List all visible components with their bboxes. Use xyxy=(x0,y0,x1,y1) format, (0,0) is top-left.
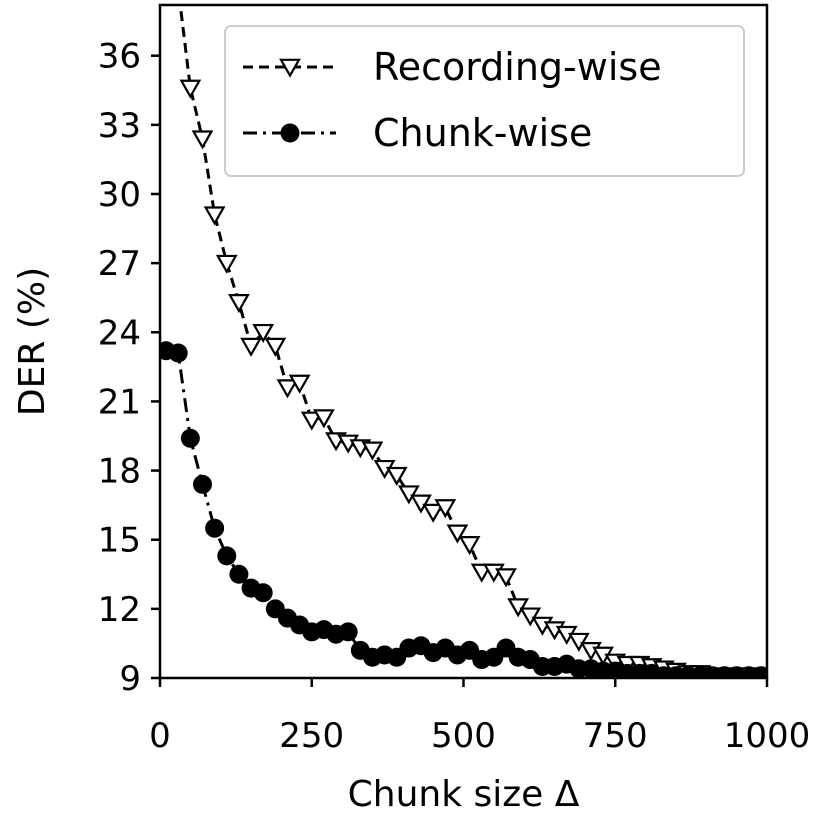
series-1-point xyxy=(253,583,273,603)
series-0-point xyxy=(567,632,590,652)
series-0-point xyxy=(495,568,517,588)
series-0-point xyxy=(228,294,250,314)
series-0-point xyxy=(422,503,445,523)
y-axis-label: DER (%) xyxy=(12,267,53,416)
plot-area xyxy=(160,5,767,678)
series-0-point xyxy=(240,337,262,357)
axis-ticks: 0 250 500 750 1000 9 12 15 18 21 24 27 30 33 36 xyxy=(98,37,811,756)
x-tick-label: 0 xyxy=(149,716,171,756)
series-1-line xyxy=(165,349,761,678)
legend-label: Recording-wise xyxy=(373,45,662,89)
y-tick-label: 36 xyxy=(98,37,141,77)
series-0-point xyxy=(507,598,530,618)
series-0-point xyxy=(519,607,542,627)
legend-label: Chunk-wise xyxy=(373,111,592,155)
x-tick-label: 750 xyxy=(583,716,648,756)
y-tick-label: 15 xyxy=(98,521,141,561)
x-tick-label: 1000 xyxy=(724,716,811,756)
series-0-point xyxy=(361,441,384,461)
x-tick-label: 500 xyxy=(431,716,496,756)
series-0-point xyxy=(397,485,420,505)
series-0-point xyxy=(191,130,214,150)
x-axis-label: Chunk size Δ xyxy=(348,774,580,815)
series-0-point xyxy=(300,411,323,431)
series-1-point xyxy=(751,666,767,678)
series-1-point xyxy=(217,546,237,566)
series-0-point xyxy=(215,254,238,274)
y-tick-label: 24 xyxy=(98,313,141,353)
y-tick-label: 9 xyxy=(119,659,141,699)
series-1-point xyxy=(205,518,225,538)
series-0-point xyxy=(410,494,432,514)
series-0-point xyxy=(446,524,469,544)
series-0-point xyxy=(288,374,311,394)
y-tick-label: 12 xyxy=(98,590,141,630)
series-0-point xyxy=(264,337,287,357)
series-0-point xyxy=(434,499,457,519)
series-0-point xyxy=(179,79,202,99)
y-tick-label: 30 xyxy=(98,175,141,215)
series-0-point xyxy=(458,536,481,556)
series-0-point xyxy=(312,409,335,429)
series-1-point xyxy=(168,343,188,363)
y-tick-label: 27 xyxy=(98,244,141,284)
legend-marker xyxy=(279,58,301,78)
series-0-point xyxy=(203,206,226,226)
y-tick-label: 18 xyxy=(98,452,141,492)
series-0-point xyxy=(252,323,275,344)
series-0-point xyxy=(385,466,408,486)
y-tick-label: 33 xyxy=(98,106,141,146)
legend-marker xyxy=(280,123,300,143)
series-1-point xyxy=(338,622,358,642)
legend-box xyxy=(224,25,745,177)
legend: Recording-wise Chunk-wise xyxy=(224,25,745,177)
y-tick-label: 21 xyxy=(98,382,141,422)
x-tick-label: 250 xyxy=(279,716,344,756)
series-1-point xyxy=(229,564,249,584)
series-0-point xyxy=(276,379,299,399)
series-1-point xyxy=(180,428,200,448)
series-1-point xyxy=(192,474,212,494)
